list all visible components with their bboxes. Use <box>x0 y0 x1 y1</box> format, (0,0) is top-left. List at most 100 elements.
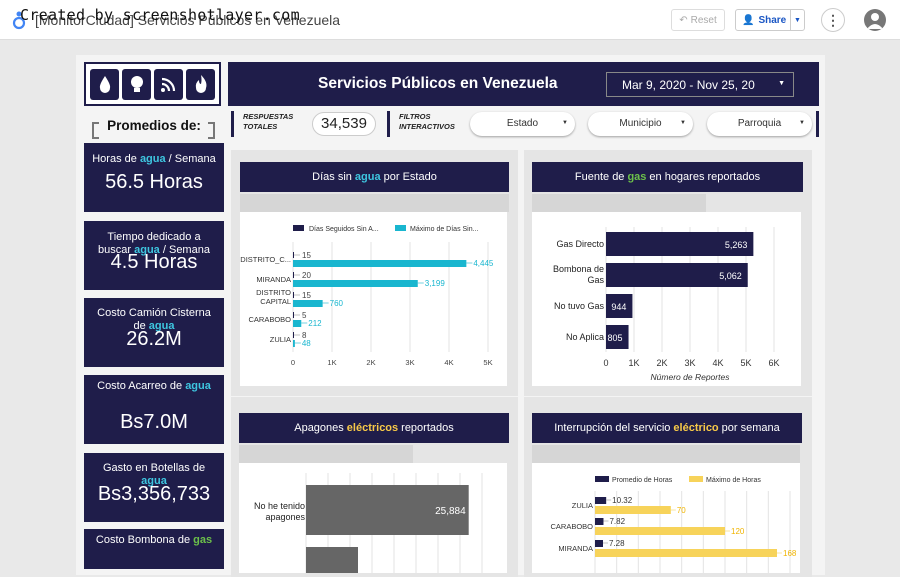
bar-maximo-dias <box>293 340 295 347</box>
category-label: Gas Directo <box>556 239 604 249</box>
bar-maximo-dias <box>293 300 323 307</box>
kpi-card: Costo Bombona de gas <box>84 529 224 569</box>
category-label: No Aplica <box>566 332 604 342</box>
data-label: 4,445 <box>473 259 494 268</box>
x-tick-label: 1K <box>628 358 639 368</box>
kpi-label: Horas de agua / Semana <box>92 153 216 165</box>
chevron-down-icon: ▼ <box>778 80 785 87</box>
bar-maximo-dias <box>293 320 302 327</box>
bar-dias-seguidos <box>293 312 294 318</box>
legend-label: Días Seguidos Sin A... <box>309 226 379 233</box>
panel-title-gas-source: Fuente de gas en hogares reportados <box>532 162 803 192</box>
bar-maximo-horas <box>595 527 725 535</box>
panel-subheader <box>240 194 509 212</box>
date-range-selector[interactable]: Mar 9, 2020 - Nov 25, 20 ▼ <box>606 72 794 97</box>
data-label: 5,062 <box>719 271 742 281</box>
category-label: CARABOBO <box>248 315 291 324</box>
filter-parroquia-label: Parroquia <box>737 118 782 129</box>
chart-gas-source[interactable]: 0 1K 2K 3K 4K 5K 6K Número de Reportes Gas Direc… <box>532 212 801 386</box>
data-label: 48 <box>302 339 311 348</box>
x-tick-label: 5K <box>740 358 751 368</box>
app-logo-icon <box>12 11 26 30</box>
reset-label: Reset <box>690 14 717 26</box>
kpi-value: 56.5 Horas <box>105 171 203 193</box>
data-label: 212 <box>308 319 322 328</box>
data-label: 805 <box>608 333 623 343</box>
bar-maximo-horas <box>595 506 671 514</box>
legend-swatch <box>595 476 609 482</box>
panel-title-days-without-water: Días sin agua por Estado <box>240 162 509 192</box>
filter-estado-label: Estado <box>506 118 539 129</box>
x-tick-label: 2K <box>656 358 667 368</box>
category-label: apagones <box>265 512 305 522</box>
data-label: 168 <box>783 549 797 558</box>
kpi-card: Costo Camión Cisterna de agua 26.2M <box>84 298 224 367</box>
category-label: DISTRITO_C... <box>240 255 291 264</box>
bar-power-outages-partial <box>306 547 358 573</box>
bar-dias-seguidos <box>293 292 294 298</box>
share-button[interactable]: 👤 Share ▼ <box>735 9 805 31</box>
add-person-icon: 👤 <box>742 14 755 26</box>
data-label: 3,199 <box>425 279 446 288</box>
chevron-down-icon: ▼ <box>799 120 805 126</box>
kpi-card: Tiempo dedicado a buscar agua / Semana 4.… <box>84 221 224 290</box>
category-label: CARABOBO <box>550 522 593 531</box>
interactive-filters: FILTROS INTERACTIVOS Estado ▼ Municipio ▼ … <box>387 111 819 137</box>
more-options-icon[interactable]: ⋮ <box>821 8 845 32</box>
x-tick-label: 3K <box>405 358 414 367</box>
panel-title-power-outages: Apagones eléctricos reportados <box>239 413 509 443</box>
kpi-card: Costo Acarreo de agua Bs7.0M <box>84 375 224 444</box>
category-label: No he tenido <box>254 501 305 511</box>
category-label: Gas <box>587 275 604 285</box>
responses-stat: RESPUESTAS TOTALES 34,539 <box>231 111 378 137</box>
chart-days-without-water[interactable]: Días Seguidos Sin A... Máximo de Días Sin… <box>240 212 507 386</box>
legend-label: Máximo de Días Sin... <box>410 226 479 233</box>
filters-label: FILTROS INTERACTIVOS <box>399 112 455 131</box>
legend-swatch <box>689 476 703 482</box>
x-tick-label: 0 <box>291 358 295 367</box>
data-label: 10.32 <box>612 496 633 505</box>
x-tick-label: 2K <box>366 358 375 367</box>
wifi-signal-icon <box>154 68 183 100</box>
data-label: 8 <box>302 331 307 340</box>
legend-swatch <box>293 225 304 231</box>
chevron-down-icon[interactable]: ▼ <box>790 10 804 30</box>
bar-maximo-dias <box>293 280 418 287</box>
bar-maximo-horas <box>595 549 777 557</box>
reset-button[interactable]: ↶ Reset <box>671 9 725 31</box>
legend-swatch <box>395 225 406 231</box>
avatar[interactable] <box>864 9 886 31</box>
category-label: DISTRITO <box>256 288 291 297</box>
kpi-card: Horas de agua / Semana 56.5 Horas <box>84 143 224 212</box>
services-logo <box>84 62 221 106</box>
bar-dias-seguidos <box>293 252 294 258</box>
bracket-right <box>208 122 215 139</box>
bar-dias-seguidos <box>293 332 294 338</box>
chevron-down-icon: ▼ <box>680 120 686 126</box>
watermark: Created by screenshotlayer.com <box>20 6 300 24</box>
x-axis-title: Número de Reportes <box>651 372 731 382</box>
bar-dias-seguidos <box>293 272 294 278</box>
panel-title-power-interruption: Interrupción del servicio eléctrico por … <box>532 413 802 443</box>
light-bulb-icon <box>122 68 151 100</box>
filter-parroquia[interactable]: Parroquia ▼ <box>707 112 812 136</box>
kpi-label: Costo Camión Cisterna de agua <box>97 307 211 332</box>
x-tick-label: 4K <box>712 358 723 368</box>
x-tick-label: 6K <box>768 358 779 368</box>
kpi-label: Gasto en Botellas de agua <box>102 462 206 487</box>
filter-municipio[interactable]: Municipio ▼ <box>588 112 693 136</box>
kpi-value: 4.5 Horas <box>110 251 198 273</box>
chart-power-interruption[interactable]: Promedio de Horas Máximo de Horas ZULIA 10.… <box>532 463 800 573</box>
kpi-card: Gasto en Botellas de agua Bs3,356,733 <box>84 453 224 522</box>
bar-gas-source <box>606 232 754 256</box>
data-label: 5,263 <box>725 240 748 250</box>
bar-gas-source <box>606 263 748 287</box>
bar-promedio-horas <box>595 540 603 547</box>
kpi-value: Bs7.0M <box>120 411 188 433</box>
document-title[interactable]: [MonitorCiudad] Servicios Públicos en Ve… <box>35 12 341 28</box>
flame-icon <box>186 68 215 100</box>
x-tick-label: 5K <box>483 358 492 367</box>
filter-estado[interactable]: Estado ▼ <box>470 112 575 136</box>
panel-subheader <box>239 445 413 463</box>
